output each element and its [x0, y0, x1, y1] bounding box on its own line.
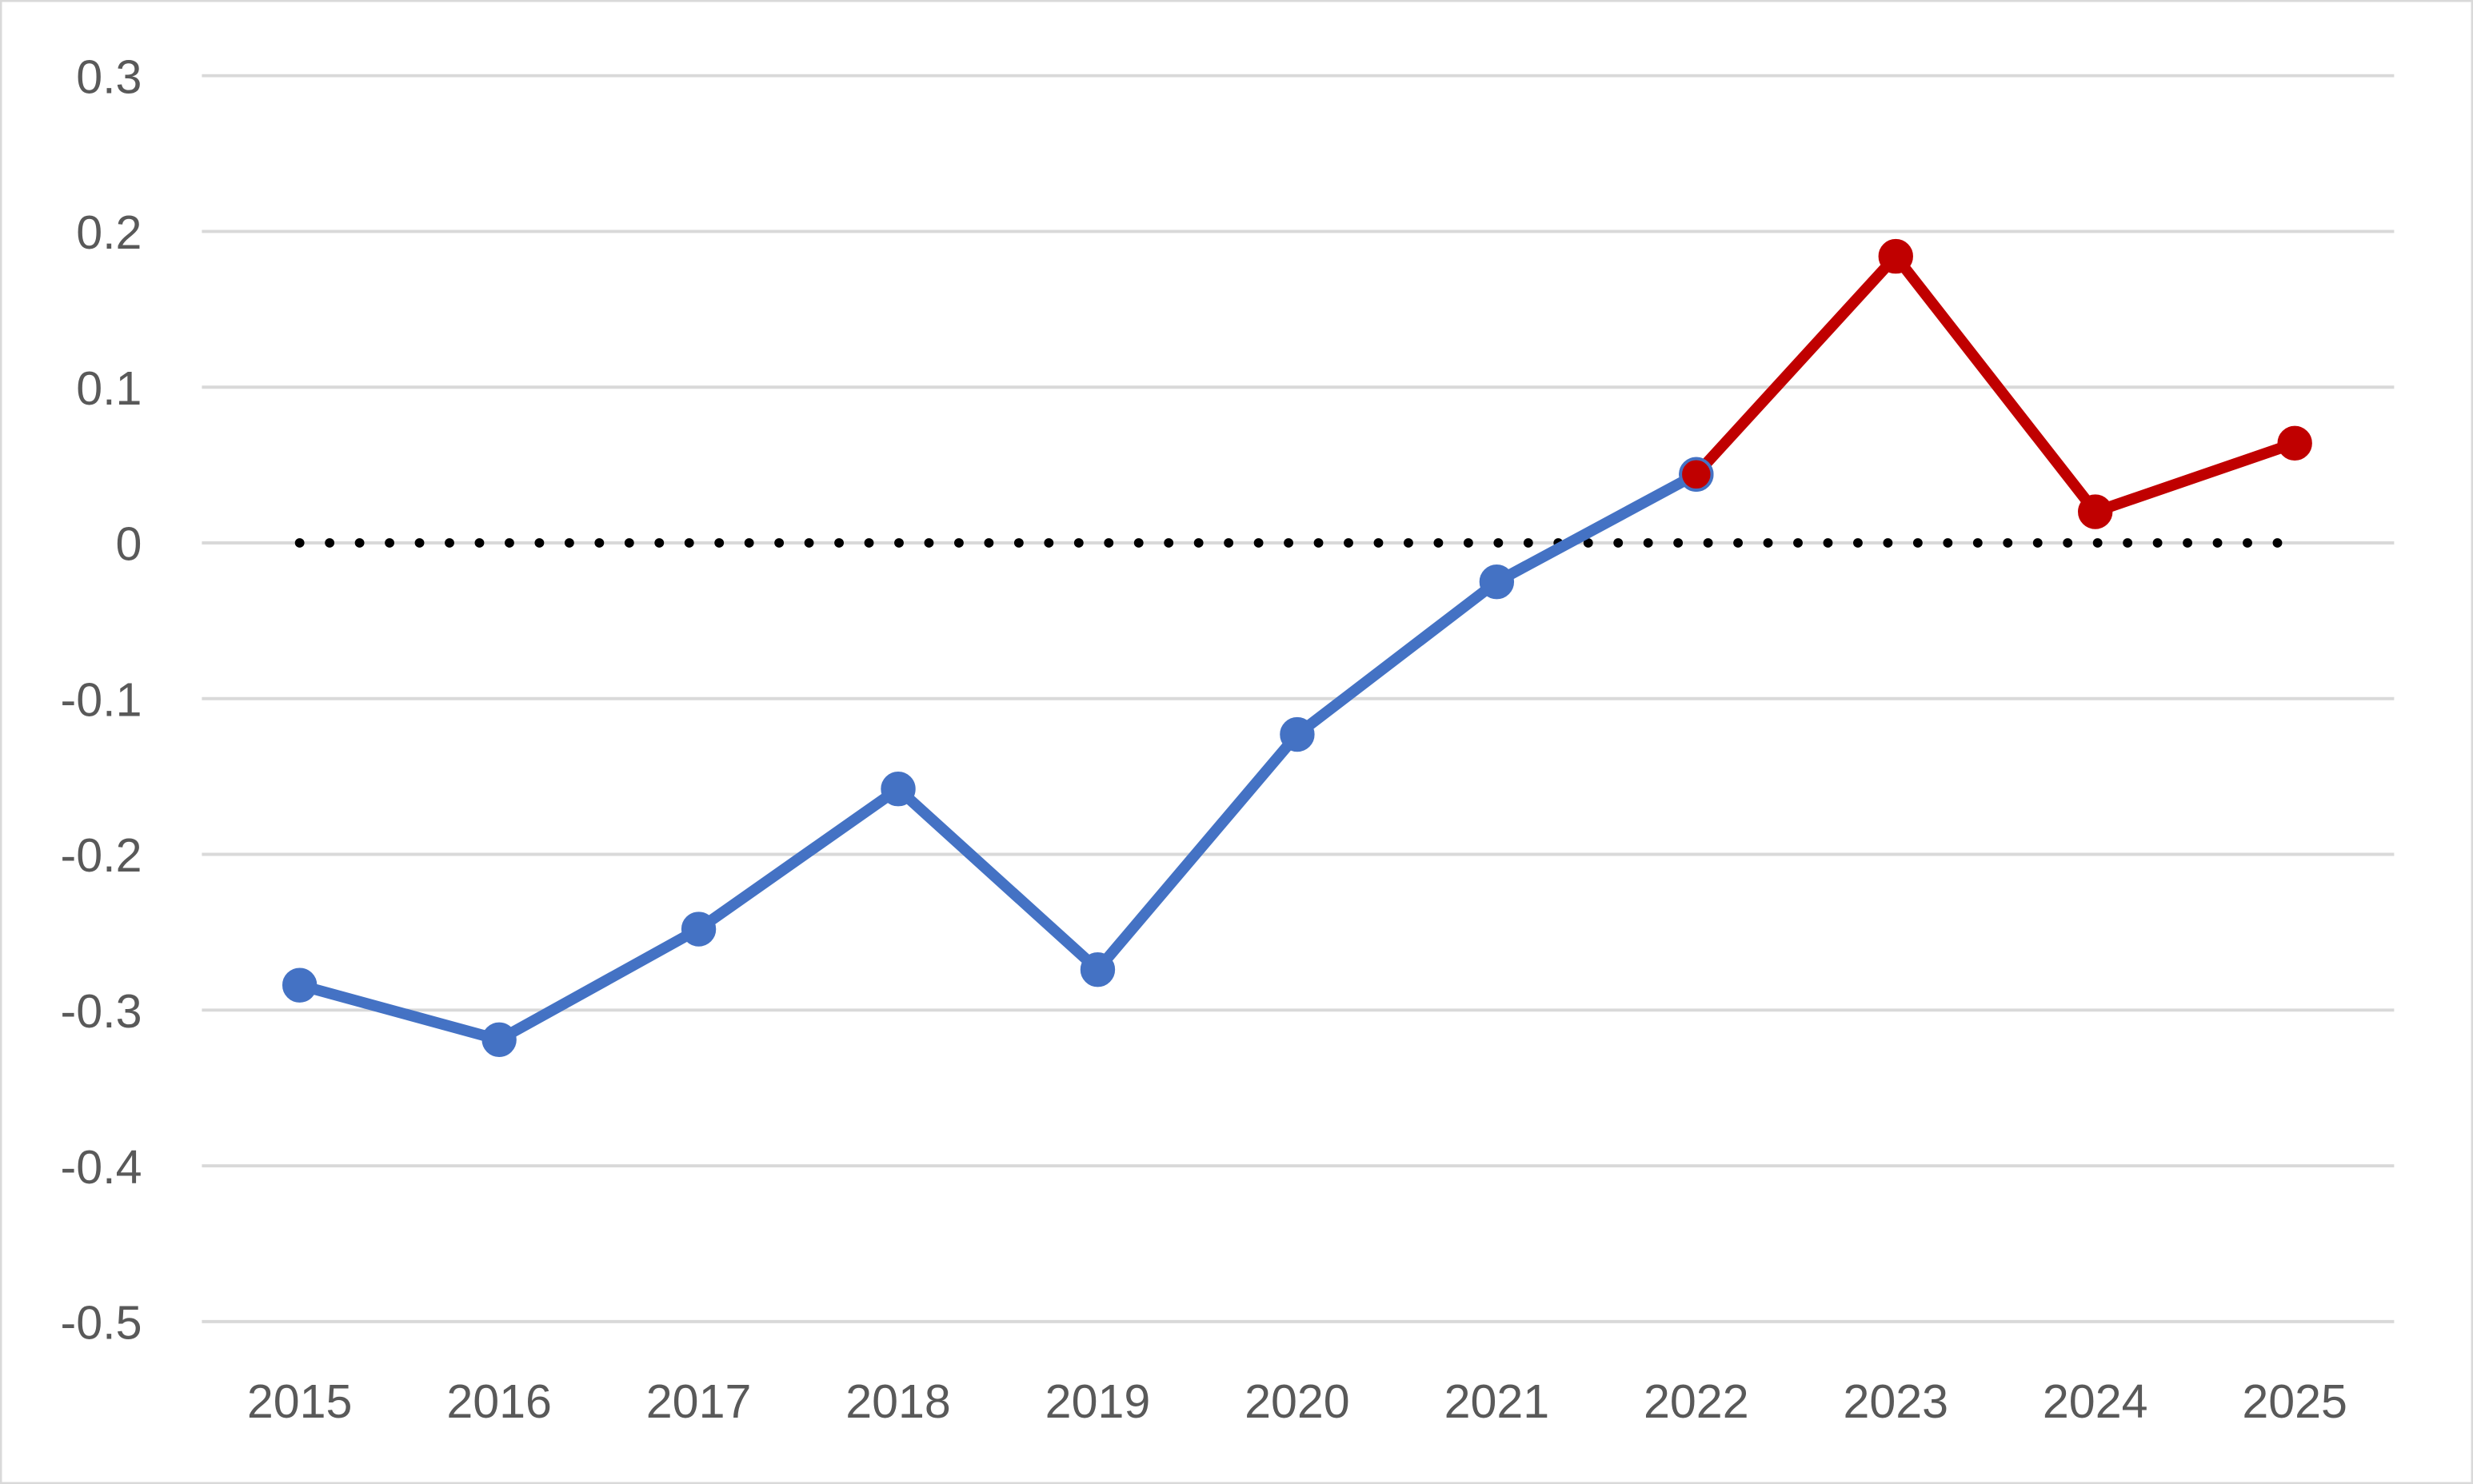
x-tick-label: 2022 [1644, 1374, 1749, 1428]
series-line [1692, 250, 2297, 517]
y-axis-ticks: 0.3 0.2 0.1 0 -0.1 -0.2 -0.3 -0.4 -0.5 [61, 50, 142, 1349]
series-group [282, 238, 2312, 1058]
data-point [1479, 564, 1515, 600]
y-tick-label: -0.5 [61, 1296, 142, 1350]
y-tick-label: -0.2 [61, 828, 142, 882]
x-tick-label: 2018 [845, 1374, 951, 1428]
x-tick-label: 2017 [646, 1374, 752, 1428]
x-axis-ticks: 2015 2016 2017 2018 2019 2020 2021 2022 2023 2024… [247, 1374, 2347, 1428]
x-tick-label: 2024 [2043, 1374, 2148, 1428]
data-point [1080, 951, 1116, 987]
x-tick-label: 2016 [446, 1374, 552, 1428]
y-tick-label: 0.2 [76, 205, 142, 259]
y-tick-label: -0.4 [61, 1140, 142, 1194]
y-tick-label: -0.1 [61, 672, 142, 726]
x-tick-label: 2019 [1045, 1374, 1151, 1428]
x-tick-label: 2023 [1843, 1374, 1948, 1428]
y-tick-label: 0 [116, 517, 142, 571]
data-point [681, 912, 717, 947]
data-point [1679, 457, 1714, 492]
x-tick-label: 2020 [1244, 1374, 1350, 1428]
data-point [2277, 425, 2312, 461]
y-tick-label: -0.3 [61, 984, 142, 1038]
series-1 [1679, 238, 2312, 529]
y-tick-label: 0.3 [76, 50, 142, 103]
data-point [1280, 716, 1315, 752]
data-point [881, 772, 916, 807]
x-tick-label: 2021 [1444, 1374, 1550, 1428]
y-tick-label: 0.1 [76, 361, 142, 415]
series-line [298, 469, 1700, 1046]
data-point [282, 967, 318, 1003]
x-tick-label: 2025 [2242, 1374, 2347, 1428]
data-point [1878, 238, 1913, 274]
data-point [2078, 494, 2113, 529]
x-tick-label: 2015 [247, 1374, 353, 1428]
data-point [481, 1022, 517, 1058]
